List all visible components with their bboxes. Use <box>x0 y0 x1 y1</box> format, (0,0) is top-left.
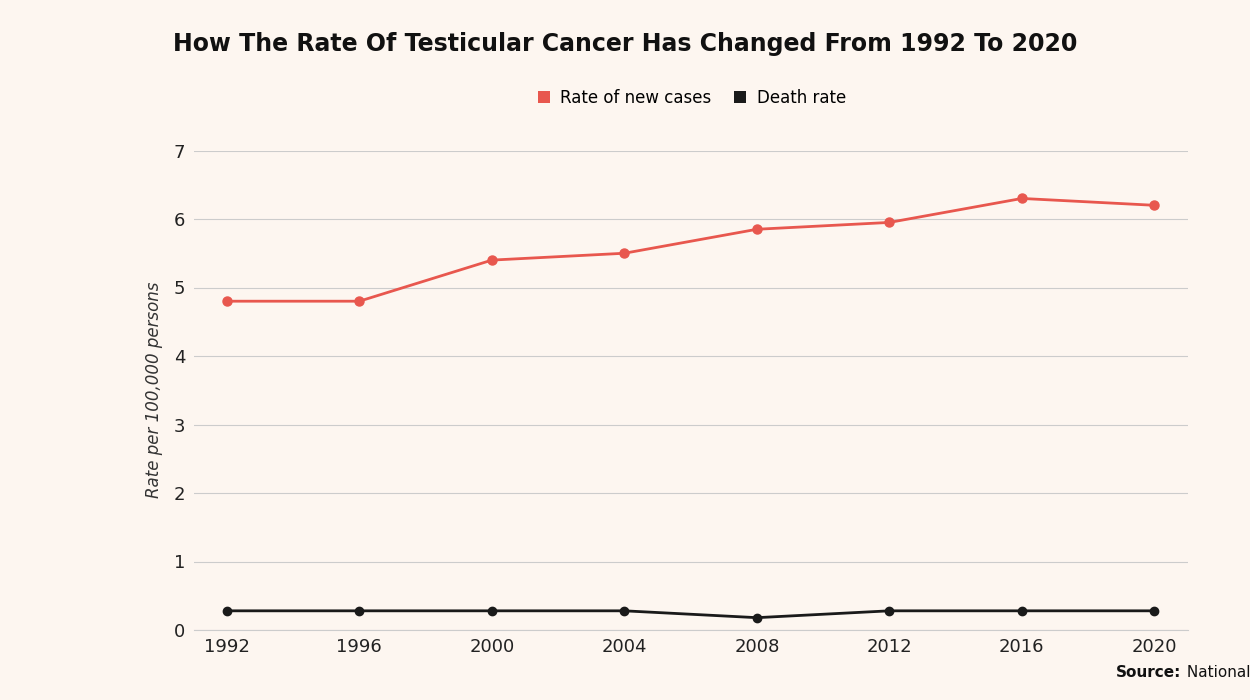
Text: National Cancer Institute: National Cancer Institute <box>1182 666 1250 680</box>
Text: How The Rate Of Testicular Cancer Has Changed From 1992 To 2020: How The Rate Of Testicular Cancer Has Ch… <box>173 32 1078 57</box>
Y-axis label: Rate per 100,000 persons: Rate per 100,000 persons <box>145 282 162 498</box>
Text: Source:: Source: <box>1116 666 1181 680</box>
Legend: Rate of new cases, Death rate: Rate of new cases, Death rate <box>529 82 852 113</box>
